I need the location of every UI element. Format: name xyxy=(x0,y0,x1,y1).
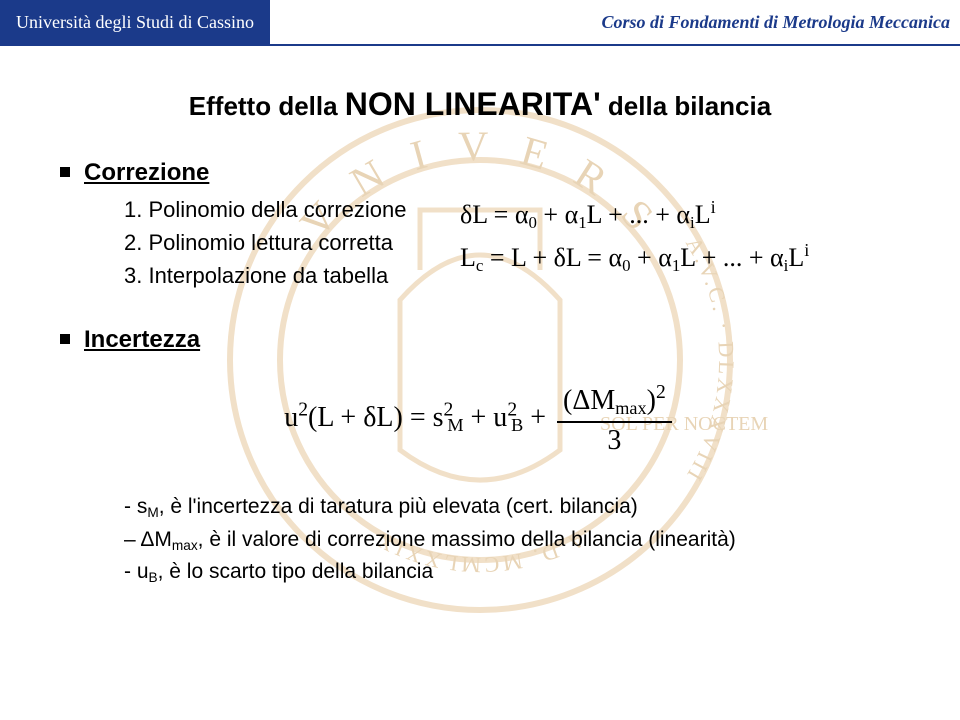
university-name: Università degli Studi di Cassino xyxy=(0,0,270,44)
list-item: 3. Interpolazione da tabella xyxy=(124,259,420,292)
section-heading: Correzione xyxy=(84,159,209,187)
slide-content: Effetto della NON LINEARITA' della bilan… xyxy=(0,46,960,589)
title-pre: Effetto della xyxy=(189,91,345,121)
list-item: 1. Polinomio della correzione xyxy=(124,193,420,226)
eq-line-2: Lc = L + δL = α0 + α1L + ... + αiLi xyxy=(460,236,809,279)
section-heading: Incertezza xyxy=(84,326,200,354)
section-incertezza: Incertezza xyxy=(60,326,900,354)
uncertainty-equation: u2(L + δL) = s2M + u2B + (ΔMmax)23 xyxy=(60,382,900,457)
fraction: (ΔMmax)23 xyxy=(557,382,672,457)
eq-line-1: δL = α0 + α1L + ... + αiLi xyxy=(460,193,809,236)
bullet-icon xyxy=(60,334,70,344)
title-post: della bilancia xyxy=(601,91,772,121)
note-line: – ΔMmax, è il valore di correzione massi… xyxy=(124,524,900,557)
polynomial-equations: δL = α0 + α1L + ... + αiLi Lc = L + δL =… xyxy=(460,193,809,279)
note-line: - uB, è lo scarto tipo della bilancia xyxy=(124,556,900,589)
notes: - sM, è l'incertezza di taratura più ele… xyxy=(124,491,900,589)
list-item: 2. Polinomio lettura corretta xyxy=(124,226,420,259)
correction-list: 1. Polinomio della correzione 2. Polinom… xyxy=(124,193,420,292)
section-correzione: Correzione xyxy=(60,159,900,187)
slide-title: Effetto della NON LINEARITA' della bilan… xyxy=(60,86,900,123)
bullet-icon xyxy=(60,167,70,177)
page-header: Università degli Studi di Cassino Corso … xyxy=(0,0,960,46)
course-title: Corso di Fondamenti di Metrologia Meccan… xyxy=(601,12,950,33)
note-line: - sM, è l'incertezza di taratura più ele… xyxy=(124,491,900,524)
title-big: NON LINEARITA' xyxy=(345,86,601,122)
